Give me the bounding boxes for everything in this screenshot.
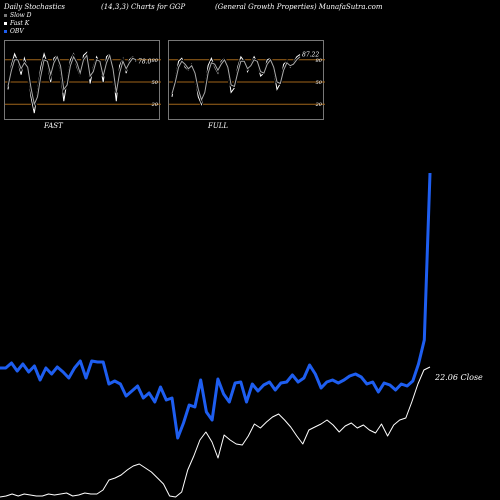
close-value-label: 22.06 Close [434, 373, 483, 382]
tick-label: 80 [316, 58, 323, 64]
close-price-line [0, 366, 431, 498]
fast-panel-label: FAST [44, 122, 63, 130]
legend-label: Slow D [10, 12, 32, 19]
legend-swatch [4, 30, 7, 33]
fast-stochastic-panel: 80 50 20 78.0 [4, 40, 161, 120]
chart-params: (14,3,3) Charts for GGP [101, 3, 186, 11]
current-value-label: 78.0 [138, 58, 152, 65]
fast-stochastic-plot: 80 50 20 78.0 [5, 48, 161, 114]
legend-label: OBV [10, 28, 24, 35]
legend-swatch [4, 22, 7, 25]
current-value-label: 87.22 [302, 52, 319, 59]
tick-label: 20 [151, 102, 159, 108]
tick-label: 50 [316, 80, 323, 86]
full-stochastic-panel: 80 50 20 87.22 [168, 40, 325, 120]
slow-d-line [7, 53, 137, 106]
tick-label: 20 [315, 102, 323, 108]
obv-line [0, 172, 432, 440]
full-d-line [171, 56, 301, 102]
legend-swatch [4, 14, 7, 17]
legend-item-obv: OBV [4, 28, 24, 35]
company-name: (General Growth Properties) MunafaSutra.… [215, 3, 383, 11]
tick-label: 50 [152, 80, 159, 86]
legend-item-fast-k: Fast K [4, 20, 29, 27]
legend-item-slow-d: Slow D [4, 12, 32, 19]
full-stochastic-plot: 80 50 20 87.22 [169, 52, 325, 110]
chart-title: Daily Stochastics [4, 3, 66, 11]
legend-label: Fast K [10, 20, 30, 27]
tick-label: 80 [152, 58, 159, 64]
full-panel-label: FULL [208, 122, 229, 130]
